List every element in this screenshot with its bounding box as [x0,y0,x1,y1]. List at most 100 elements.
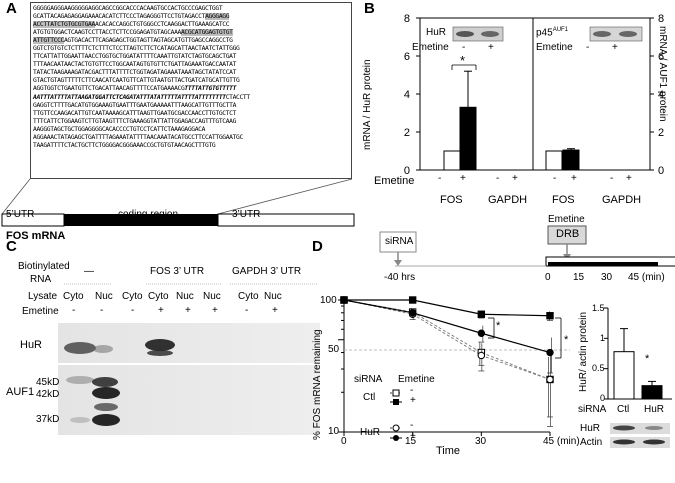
highlighted-sequence: ATTGTTCCC [33,37,64,45]
inset-ytick-05: 0.5 [592,363,605,373]
b-right-tick-label: 8 [658,13,664,25]
d-legend-ctl: Ctl [363,392,376,403]
sequence-line: GCATTACAGAGAGGAGAAACACATCTTCCCTAGAGGGTTC… [33,13,349,21]
c-biotinylated-label: Biotinylated [18,261,70,272]
are-element-sequence: TTTTATTGTGTTTTT [184,85,237,93]
sequence-line: TTGTTCCAAGACATTGTCAATAAAAGCATTTAAGTTGAAT… [33,110,349,118]
d-point [408,296,417,304]
sequence-line: ACCTTATCTGTGCGTGAAACACACCAGGCTGTGGGCCTCA… [33,21,349,29]
utr3-box [217,213,355,227]
d-minus40-label: -40 hrs [384,272,416,283]
d-point [546,375,554,384]
sequence-line: TTCATTATTGGAATTAACCTGGTGCTGGATATTTTCAAAT… [33,53,349,61]
sequence-segment: GGTCTGTGTCTCTTTTCTCTTTCTCCTTAGTCTTCTCATA… [33,45,240,53]
sequence-segment: GTACTGTAGTTTTTCTTCAACATCAATGTTCATTGTAATG… [33,77,240,85]
d-legend-hur-plus: + [410,431,416,442]
b-significance-star: * [460,53,466,68]
d-series-line [343,299,551,354]
b-group-gapdh-2: GAPDH [602,194,642,206]
highlighted-sequence: ACCTTATCTGTGCGTGAA [33,21,95,29]
b-blot-hur-label: HuR [426,27,447,38]
d-legend-hur: HuR [360,427,381,438]
c-em-4: + [158,305,164,316]
d-xtick-45: 45 (min) [543,436,580,447]
sequence-line: ATTGTTCCCAGTGACACTTCAGAGAGCTGGTAGTTAGTAG… [33,37,349,45]
d-point [340,296,348,304]
c-emetine-label: Emetine [22,306,59,317]
c-mw-45: 45kD [36,377,60,388]
b-em-1: - [438,173,442,184]
sequence-segment: AGTGACACTTCAGAGAGCTGGTAGTTAGTAGCATGTTGAG… [63,37,233,45]
sequence-segment: ATGTGTGGACTCAAGTCCTTACCTCTTCCGGAGATGTAGC… [33,29,181,37]
c-lysate-label: Lysate [28,291,58,302]
c-gapdh-3utr-label: GAPDH 3’ UTR [232,266,302,277]
d-sirna-box-label: siRNA [385,236,414,247]
sequence-segment: CTACCTT [225,93,250,101]
sequence-segment: AGGAAACTATAGAGCTGATTTTAGAAATATTTTAACAAAT… [33,133,243,141]
sequence-line: ATGTGTGGACTCAAGTCCTTACCTCTTCCGGAGATGTAGC… [33,29,349,37]
b-right-tick-label: 4 [658,89,664,101]
b-em-7: - [610,173,614,184]
d-tl-45: 45 (min) [628,272,665,283]
highlighted-sequence: ACGCATGGAGTGTGT [180,29,233,37]
c-lane-6: Nuc [203,291,221,302]
inset-star: * [645,353,650,365]
c-mw-42: 42kD [36,389,60,400]
b-minus-left: - [462,42,466,53]
d-point [546,312,554,320]
inset-blot-hur-label: HuR [580,423,601,434]
utr5-label: 5’UTR [6,209,35,220]
sequence-segment: TTTAACAATAACTACTGTGTTCCTGGCAATAGTGTGTTCT… [33,61,237,69]
d-series-line [344,299,551,317]
d-tl-0: 0 [545,272,551,283]
sequence-line: TAAGATTTTCTACTGCTTCTGGGGACGGGAAACCGCTGTG… [33,142,349,150]
panel-c-blots [58,323,320,435]
b-right-tick-label: 2 [658,127,664,139]
inset-bar [641,385,663,400]
sequence-segment: GCATTACAGAGAGGAGAAACACATCTTCCCTAGAGGGTTC… [33,13,206,21]
b-left-tick-label: 8 [404,13,410,25]
b-emetine-row-label: Emetine [374,175,415,187]
d-series-line [343,299,551,380]
b-group-fos-2: FOS [552,194,575,206]
b-group-fos-1: FOS [440,194,463,206]
coding-region-label: coding region [118,209,179,220]
b-em-6: + [571,173,577,184]
c-em-2: - [100,305,104,316]
inset-ytick-15: 1.5 [592,303,605,313]
are-element-sequence: AATTTATTTTATTAAGATGGATTCTCAGATATTTATATTT… [33,93,226,101]
sequence-line: AAGGGTAGCTGCTGGAGGGGCACACCCCTGTCCTCATTCT… [33,126,349,134]
sequence-line: AGGAAACTATAGAGCTGATTTTAGAAATATTTTAACAAAT… [33,134,349,142]
c-em-7: - [245,305,249,316]
b-blot-auf1-label: p45AUF1 [536,27,569,39]
b-group-gapdh-1: GAPDH [488,194,528,206]
d-ytick-100: 100 [320,295,337,306]
d-xaxis-label: Time [436,445,461,457]
c-em-1: - [72,305,76,316]
b-left-tick-label: 2 [404,127,410,139]
sequence-segment: TAAGATTTTCTACTGCTTCTGGGGACGGGAAACCGCTGTG… [33,141,216,149]
b-em-8: + [626,173,632,184]
b-emetine-left-label: Emetine [412,42,449,53]
inset-ytick-1: 1 [600,333,606,343]
sequence-line: TTTCATTCTGGAAGTCTTGTAAGTTTCTGAAAGGTATTAT… [33,118,349,126]
d-star-2: * [564,334,569,346]
d-legend-hur-minus: - [410,420,414,431]
d-star-1: * [496,320,501,332]
d-emetine-top-label: Emetine [548,214,585,225]
b-minus-right: - [586,42,590,53]
d-tl-15: 15 [573,272,585,283]
c-no-rna-label: — [84,266,94,277]
c-em-3: - [131,305,135,316]
c-auf1-label: AUF1 [6,386,35,398]
c-lane-5: Nuc [176,291,194,302]
b-em-4: + [512,173,518,184]
sequence-segment: TTTCATTCTGGAAGTCTTGTAAGTTTCTGAAAGGTATTAT… [33,117,237,125]
b-left-tick-label: 0 [404,165,410,177]
d-point [408,309,417,317]
sequence-line: TTTAACAATAACTACTGTGTTCCTGGCAATAGTGTGTTCT… [33,61,349,69]
sequence-segment: TTGTTCCAAGACATTGTCAATAAAAGCATTTAAGTTGAAT… [33,109,237,117]
b-em-2: + [460,173,466,184]
sequence-segment: GAGGTCTTTTGACATGTGGAAAGTGAATTTGAATGAAAAA… [33,101,237,109]
inset-sirna-label: siRNA [578,404,607,415]
